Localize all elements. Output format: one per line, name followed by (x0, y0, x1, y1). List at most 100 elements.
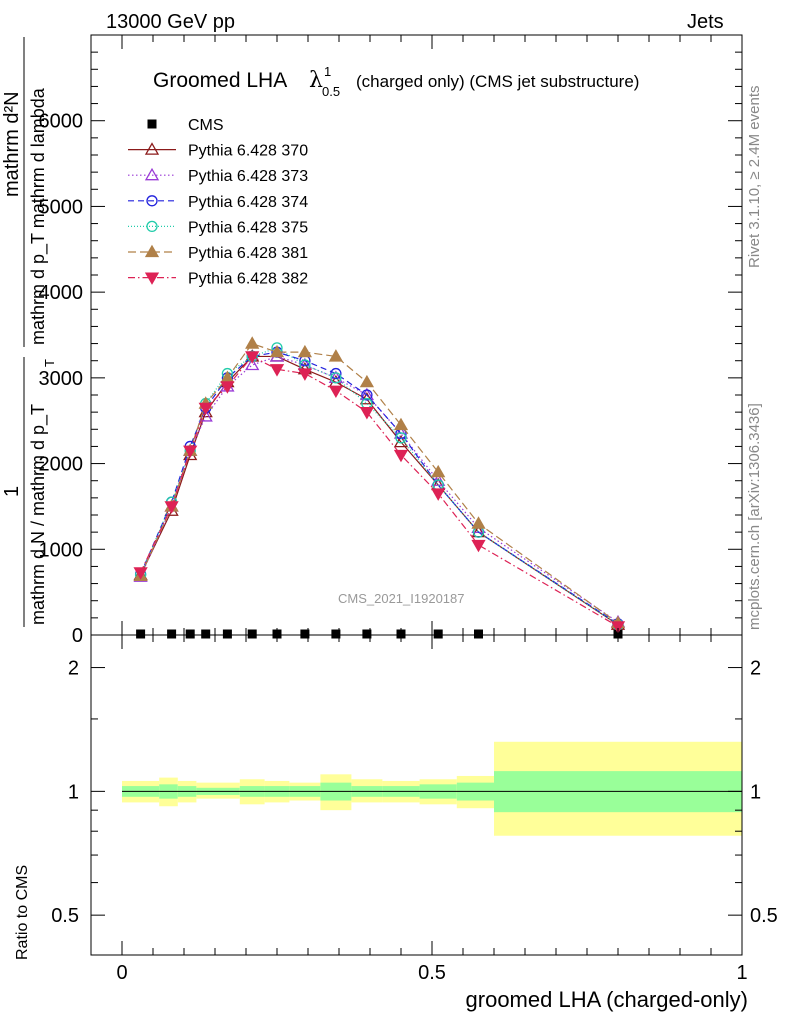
legend-marker (146, 195, 158, 207)
data-point (297, 368, 313, 381)
legend-marker (147, 119, 157, 129)
legend-entry: CMS (147, 117, 224, 134)
data-point (164, 501, 179, 514)
data-point (185, 629, 195, 639)
ratio-tick-label: 2 (750, 658, 761, 680)
legend-entry: Pythia 6.428 374 (128, 194, 308, 211)
series-line (140, 351, 619, 625)
series-line (140, 355, 619, 627)
y-tick-label: 6000 (39, 111, 84, 133)
title-text: Groomed LHA (153, 69, 287, 92)
data-point (330, 367, 342, 380)
data-point (328, 349, 344, 362)
legend-marker (144, 142, 160, 155)
ratio-frame (90, 634, 743, 956)
main-series (133, 336, 626, 639)
y-tick-label: 2000 (39, 454, 84, 476)
series-line (140, 342, 619, 624)
x-axis-label: groomed LHA (charged-only) (466, 987, 748, 1012)
chart-title: Groomed LHA λ 1 0.5 (charged only) (CMS jet … (153, 64, 639, 606)
data-point (328, 385, 344, 399)
legend-label: CMS (188, 117, 224, 134)
legend-entry: Pythia 6.428 381 (128, 244, 308, 262)
y-label-sub: T (42, 359, 57, 367)
y-label-denominator: mathrm d p_T mathrm d lambda (28, 87, 49, 345)
data-point (247, 629, 257, 639)
data-point (393, 417, 409, 431)
ratio-tick-label: 0.5 (51, 905, 79, 927)
legend-label: Pythia 6.428 381 (188, 245, 308, 262)
x-tick-label: 0.5 (418, 962, 446, 984)
legend-label: Pythia 6.428 382 (188, 271, 308, 288)
legend-label: Pythia 6.428 373 (188, 168, 308, 185)
ratio-bands (122, 741, 742, 836)
mcplots-label: mcplots.cern.ch [arXiv:1306.3436] (746, 403, 763, 630)
x-tick-label: 1 (736, 962, 747, 984)
y-label-numerator: mathrm d²N (1, 91, 23, 197)
title-suffix: (charged only) (CMS jet substructure) (356, 72, 639, 91)
data-point (393, 449, 409, 463)
legend-marker (144, 244, 160, 258)
ratio-tick-label: 1 (68, 781, 79, 803)
legend-entry: Pythia 6.428 373 (128, 167, 308, 185)
series-p382 (133, 351, 626, 634)
data-point (198, 402, 213, 416)
data-point (361, 389, 373, 401)
ratio-y-axis-label: Ratio to CMS (14, 864, 31, 960)
data-point (245, 336, 260, 349)
legend-marker (146, 220, 158, 233)
title-subscript: 0.5 (322, 84, 340, 99)
category-label: Jets (687, 11, 724, 33)
data-point (359, 406, 375, 420)
energy-label: 13000 GeV pp (106, 11, 235, 33)
legend-label: Pythia 6.428 374 (188, 194, 308, 211)
data-point (610, 621, 626, 634)
title-symbol: λ (309, 68, 323, 93)
data-point (433, 629, 443, 639)
main-y-axis-label: 1 mathrm d N / mathrm d p_T mathrm d²N math… (1, 37, 57, 627)
y-tick-label: 4000 (39, 282, 84, 304)
data-point (359, 374, 375, 388)
rivet-version-label: Rivet 3.1.10, ≥ 2.4M events (746, 85, 763, 269)
legend-entry: Pythia 6.428 370 (128, 142, 308, 160)
data-point (471, 516, 486, 529)
data-point (269, 364, 285, 377)
y-tick-label: 1000 (39, 539, 84, 561)
data-point (245, 357, 260, 371)
title-superscript: 1 (324, 64, 331, 79)
series-line (140, 355, 619, 623)
data-point (201, 629, 211, 639)
legend-entry: Pythia 6.428 375 (128, 219, 308, 236)
data-point (167, 629, 177, 639)
axes: 0 1000 2000 3000 4000 5000 6000 0 0.5 1 0.5 0.5 1 1 2 2… (1, 34, 778, 1012)
data-point (136, 629, 146, 639)
main-plot-area (91, 35, 742, 635)
y-label-prefix-den: mathrm d N / mathrm d p_T (28, 404, 49, 625)
ratio-tick-label: 2 (68, 658, 79, 680)
x-tick-label: 0 (116, 962, 127, 984)
ratio-tick-label: 0.5 (750, 905, 778, 927)
data-point (471, 539, 486, 553)
legend-marker (144, 272, 160, 285)
y-tick-label: 0 (72, 625, 83, 647)
data-point (431, 464, 446, 478)
data-point (222, 629, 232, 639)
data-point (183, 445, 198, 459)
y-label-prefix-num: 1 (1, 486, 23, 497)
data-point (474, 629, 483, 639)
legend-label: Pythia 6.428 375 (188, 219, 308, 236)
legend-marker (144, 167, 160, 181)
y-tick-label: 5000 (39, 196, 84, 218)
data-point (133, 567, 148, 580)
legend: CMS Pythia 6.428 370 Pythia 6.428 373 Pythi… (128, 117, 308, 288)
data-point (245, 351, 260, 364)
data-point (431, 488, 446, 501)
legend-entry: Pythia 6.428 382 (128, 271, 308, 288)
data-point (300, 629, 310, 639)
data-point (220, 381, 235, 394)
analysis-watermark: CMS_2021_I1920187 (338, 591, 465, 606)
legend-label: Pythia 6.428 370 (188, 143, 308, 160)
ratio-tick-label: 1 (750, 781, 761, 803)
data-point (362, 629, 372, 639)
